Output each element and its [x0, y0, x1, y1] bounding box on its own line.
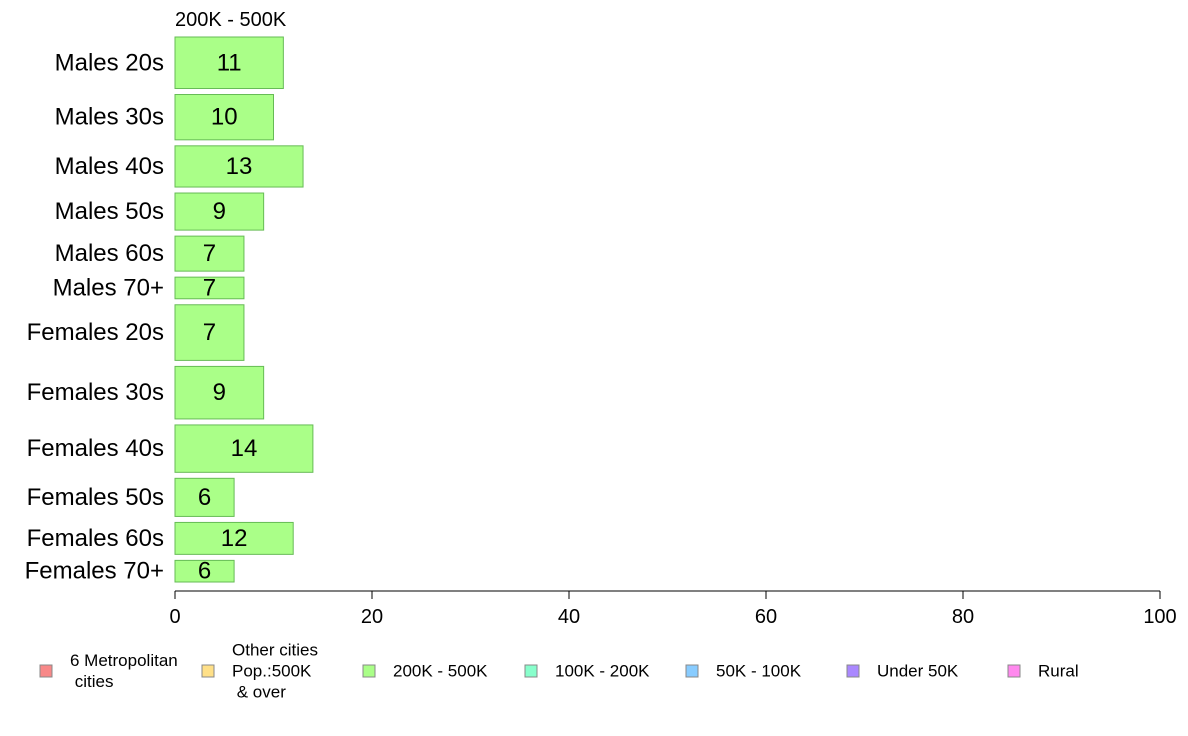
category-label-females-30s: Females 30s [27, 379, 164, 406]
legend-6-metropolitan-cities-swatch [39, 664, 53, 678]
data-label-males-30s: 10 [211, 104, 238, 131]
bar-males-70 [174, 276, 245, 300]
legend-6-metropolitan-cities-label: 6 Metropolitan cities [70, 651, 178, 691]
legend-200k-500k-label: 200K - 500K [393, 662, 488, 681]
category-label-males-40s: Males 40s [55, 153, 164, 180]
bar-males-50s [174, 192, 265, 231]
category-labels: Males 20s Males 30s Males 40s Males 50s Male… [25, 49, 164, 584]
data-label-males-60s: 7 [203, 240, 216, 267]
category-label-females-50s: Females 50s [27, 484, 164, 511]
bar-females-20s [174, 304, 245, 361]
legend-other-cities-pop-500k-over-label: Other cities Pop.:500K & over [232, 641, 318, 702]
data-label-females-70: 6 [198, 558, 211, 585]
x-tick-label-80: 80 [952, 606, 974, 628]
category-label-females-40s: Females 40s [27, 435, 164, 462]
legend-100k-200k-label: 100K - 200K [555, 662, 650, 681]
data-label-males-40s: 13 [226, 153, 253, 180]
legend-100k-200k-swatch [524, 664, 538, 678]
legend-rural-swatch [1007, 664, 1021, 678]
x-tick-label-20: 20 [361, 606, 383, 628]
category-label-males-30s: Males 30s [55, 104, 164, 131]
legend-200k-500k-swatch [362, 664, 376, 678]
legend-rural-label: Rural [1038, 662, 1079, 681]
category-label-females-20s: Females 20s [27, 319, 164, 346]
data-label-males-20s: 11 [217, 49, 242, 76]
x-tick-label-40: 40 [558, 606, 580, 628]
bar-females-30s [174, 365, 265, 420]
category-label-males-50s: Males 50s [55, 198, 164, 225]
category-label-females-70: Females 70+ [25, 558, 164, 585]
bar-females-60s [174, 521, 294, 555]
bar-males-60s [174, 235, 245, 272]
bar-males-30s [174, 94, 274, 141]
data-label-females-20s: 7 [203, 319, 216, 346]
data-label-females-50s: 6 [198, 484, 211, 511]
x-tick-label-60: 60 [755, 606, 777, 628]
category-label-males-70: Males 70+ [53, 274, 164, 301]
data-label-females-40s: 14 [231, 435, 258, 462]
bar-males-40s [174, 145, 304, 188]
data-label-males-70: 7 [203, 274, 216, 301]
bar-males-20s [174, 36, 284, 90]
x-axis: 0 20 40 60 80 100 [169, 590, 1177, 628]
category-label-males-60s: Males 60s [55, 240, 164, 267]
category-label-males-20s: Males 20s [55, 49, 164, 76]
legend-under-50k-label: Under 50K [877, 662, 959, 681]
data-label-males-50s: 9 [213, 198, 226, 225]
category-label-females-60s: Females 60s [27, 525, 164, 552]
bar-females-50s [174, 477, 235, 517]
data-label-females-60s: 12 [221, 525, 248, 552]
x-tick-label-0: 0 [169, 606, 180, 628]
legend-50k-100k-label: 50K - 100K [716, 662, 802, 681]
legend-under-50k-swatch [846, 664, 860, 678]
chart-title: 200K - 500K [175, 9, 287, 31]
x-tick-label-100: 100 [1143, 606, 1176, 628]
bar-females-40s [174, 424, 314, 473]
legend: 6 Metropolitan cities Other cities Pop.:50… [39, 641, 1079, 702]
legend-other-cities-pop-500k-over-swatch [201, 664, 215, 678]
data-label-females-30s: 9 [213, 379, 226, 406]
legend-50k-100k-swatch [685, 664, 699, 678]
bar-females-70 [174, 559, 235, 583]
